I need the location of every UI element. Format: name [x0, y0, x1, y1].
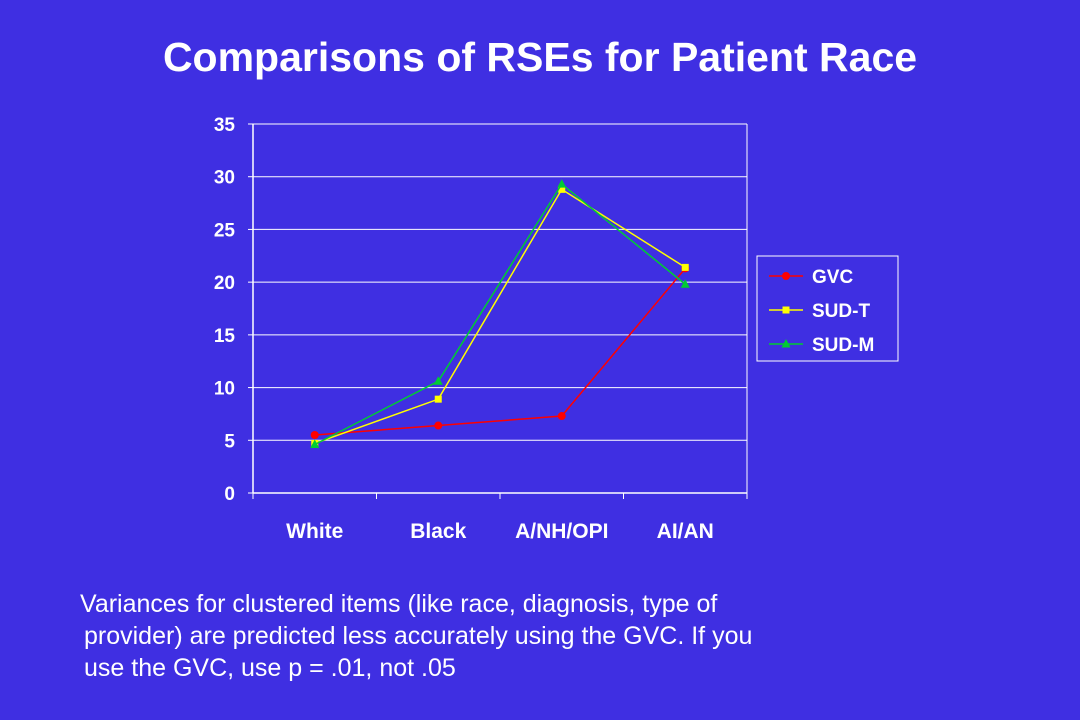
- data-point-gvc: [434, 421, 443, 430]
- data-point-sud-m: [557, 179, 567, 188]
- legend-label-sud-m: SUD-M: [812, 335, 874, 356]
- legend-marker-sud-m: [781, 339, 791, 348]
- y-tick-label: 30: [214, 168, 235, 189]
- caption: Variances for clustered items (like race…: [80, 588, 980, 684]
- legend-marker-sud-t: [782, 306, 790, 314]
- y-tick-label: 20: [214, 273, 235, 294]
- x-tick-label: AI/AN: [657, 520, 714, 543]
- x-tick-label: Black: [410, 520, 466, 543]
- legend-box: [756, 255, 899, 362]
- data-point-sud-m: [433, 376, 443, 385]
- caption-line-2: provider) are predicted less accurately …: [84, 622, 753, 650]
- caption-line-3: use the GVC, use p = .01, not .05: [84, 654, 456, 682]
- series-line-sud-t: [314, 188, 686, 445]
- series-line-gvc: [314, 267, 686, 436]
- series-line-sud-m: [314, 182, 686, 446]
- legend: GVC SUD-T SUD-M: [756, 255, 899, 362]
- legend-marker-gvc: [782, 272, 790, 280]
- data-point-gvc: [310, 431, 319, 440]
- data-point-sud-t: [681, 263, 689, 271]
- x-tick-label: White: [286, 520, 343, 543]
- y-tick-label: 15: [214, 326, 236, 347]
- data-point-sud-t: [434, 395, 442, 403]
- caption-line-1: Variances for clustered items (like race…: [80, 590, 718, 618]
- y-tick-label: 5: [224, 431, 235, 452]
- data-point-gvc: [557, 412, 566, 421]
- legend-label-sud-t: SUD-T: [812, 301, 870, 322]
- y-tick-label: 0: [224, 484, 235, 505]
- y-tick-label: 10: [214, 379, 235, 400]
- x-tick-label: A/NH/OPI: [515, 520, 608, 543]
- data-point-sud-t: [558, 185, 566, 193]
- data-point-sud-m: [310, 439, 320, 449]
- legend-label-gvc: GVC: [812, 267, 853, 288]
- y-tick-label: 35: [214, 115, 236, 136]
- y-tick-label: 25: [214, 220, 236, 241]
- data-point-sud-m: [680, 279, 690, 288]
- slide-title: Comparisons of RSEs for Patient Race: [162, 34, 918, 80]
